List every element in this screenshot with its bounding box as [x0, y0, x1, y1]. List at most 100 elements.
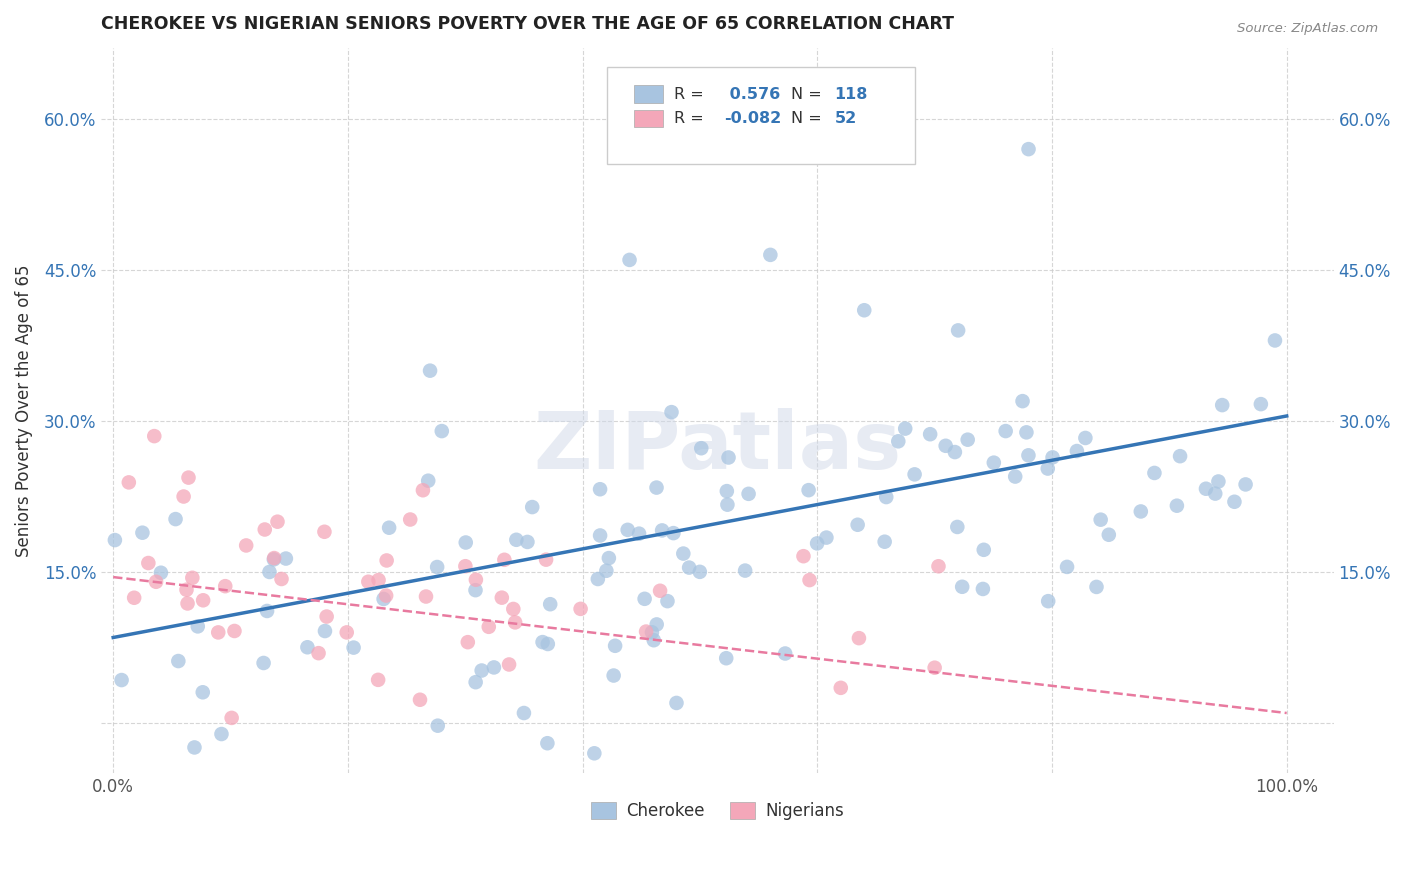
Point — [759, 248, 782, 262]
Point — [415, 590, 437, 604]
Point — [187, 619, 209, 633]
Point — [498, 657, 520, 672]
Point — [118, 475, 141, 490]
Point — [983, 456, 1005, 470]
Point — [536, 736, 558, 750]
Point — [586, 572, 609, 586]
Point — [367, 573, 389, 587]
Point — [873, 534, 896, 549]
Point — [661, 405, 683, 419]
Point — [373, 592, 395, 607]
Point — [643, 633, 665, 648]
Point — [1264, 334, 1286, 348]
Point — [583, 746, 606, 760]
Point — [104, 533, 127, 547]
Point — [457, 635, 479, 649]
Point — [569, 602, 592, 616]
Point — [1143, 466, 1166, 480]
Point — [1250, 397, 1272, 411]
Point — [181, 571, 204, 585]
Point — [378, 521, 401, 535]
Point — [894, 422, 917, 436]
Point — [177, 470, 200, 484]
Point — [648, 583, 671, 598]
Point — [513, 706, 536, 720]
Point — [924, 661, 946, 675]
Point — [375, 553, 398, 567]
Point — [131, 525, 153, 540]
Point — [797, 483, 820, 497]
Point — [464, 675, 486, 690]
Point — [943, 445, 966, 459]
Point — [946, 520, 969, 534]
Point — [641, 625, 664, 640]
Point — [927, 559, 949, 574]
Point — [409, 692, 432, 706]
Point — [412, 483, 434, 498]
Point — [734, 564, 756, 578]
Point — [875, 490, 897, 504]
Point — [110, 673, 132, 687]
Point — [173, 490, 195, 504]
Point — [1015, 425, 1038, 440]
Point — [342, 640, 364, 655]
Point — [773, 647, 796, 661]
FancyBboxPatch shape — [606, 67, 915, 164]
Point — [336, 625, 359, 640]
Point — [454, 535, 477, 549]
Point — [183, 740, 205, 755]
Point — [235, 538, 257, 552]
Point — [972, 582, 994, 596]
Point — [253, 523, 276, 537]
Point — [1098, 527, 1121, 541]
Point — [1129, 504, 1152, 518]
Point — [478, 620, 501, 634]
Point — [297, 640, 319, 655]
Point — [426, 719, 449, 733]
Point — [628, 526, 651, 541]
Point — [598, 551, 620, 566]
Point — [665, 696, 688, 710]
Point — [662, 526, 685, 541]
Point — [716, 651, 738, 665]
Point — [636, 624, 658, 639]
Point — [603, 639, 626, 653]
Point — [645, 481, 668, 495]
Point — [149, 566, 172, 580]
Point — [1004, 469, 1026, 483]
Text: R =: R = — [675, 87, 709, 102]
Point — [426, 560, 449, 574]
Text: -0.082: -0.082 — [724, 112, 780, 127]
Point — [716, 484, 738, 499]
Legend: Cherokee, Nigerians: Cherokee, Nigerians — [585, 796, 851, 827]
Point — [176, 597, 198, 611]
Text: 0.576: 0.576 — [724, 87, 780, 102]
Point — [471, 664, 494, 678]
Point — [207, 625, 229, 640]
Point — [716, 498, 738, 512]
Point — [176, 582, 198, 597]
Point — [357, 574, 380, 589]
Point — [973, 542, 995, 557]
Point — [806, 536, 828, 550]
Point — [1056, 560, 1078, 574]
Point — [1166, 499, 1188, 513]
Point — [505, 533, 527, 547]
Point — [538, 597, 561, 611]
Point — [224, 624, 246, 638]
Point — [846, 517, 869, 532]
Point — [1208, 475, 1230, 489]
Point — [920, 427, 942, 442]
Point — [1223, 495, 1246, 509]
Point — [399, 512, 422, 526]
Point — [143, 429, 166, 443]
Point — [221, 711, 243, 725]
Point — [263, 552, 285, 566]
Point — [672, 547, 695, 561]
Point — [367, 673, 389, 687]
Point — [830, 681, 852, 695]
Text: CHEROKEE VS NIGERIAN SENIORS POVERTY OVER THE AGE OF 65 CORRELATION CHART: CHEROKEE VS NIGERIAN SENIORS POVERTY OVE… — [101, 15, 955, 33]
Point — [531, 635, 554, 649]
Point — [1036, 461, 1059, 475]
Point — [946, 323, 969, 337]
